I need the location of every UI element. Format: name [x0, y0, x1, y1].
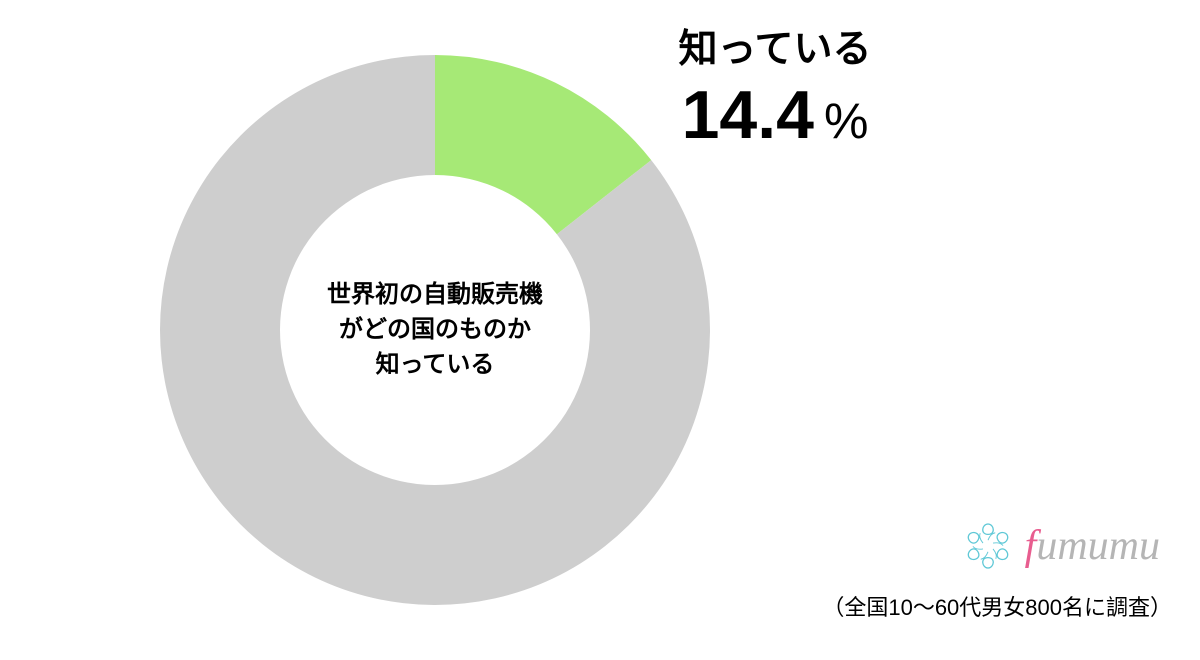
chart-center-label: 世界初の自動販売機 がどの国のものか 知っている	[300, 278, 570, 382]
flower-icon	[959, 517, 1017, 575]
center-line-3: 知っている	[300, 347, 570, 382]
logo-letter-f: f	[1025, 523, 1037, 569]
center-line-2: がどの国のものか	[300, 313, 570, 348]
survey-footnote: （全国10〜60代男女800名に調査）	[822, 590, 1172, 622]
slice-callout: 知っている 14.4 %	[610, 18, 940, 154]
center-line-1: 世界初の自動販売機	[300, 278, 570, 313]
callout-title: 知っている	[610, 18, 940, 74]
logo-text: fumumu	[1025, 522, 1160, 570]
brand-logo: fumumu	[959, 517, 1160, 575]
callout-value: 14.4	[682, 76, 814, 154]
callout-unit: %	[824, 92, 868, 150]
logo-letter-rest: umumu	[1036, 523, 1160, 569]
callout-value-row: 14.4 %	[610, 76, 940, 154]
